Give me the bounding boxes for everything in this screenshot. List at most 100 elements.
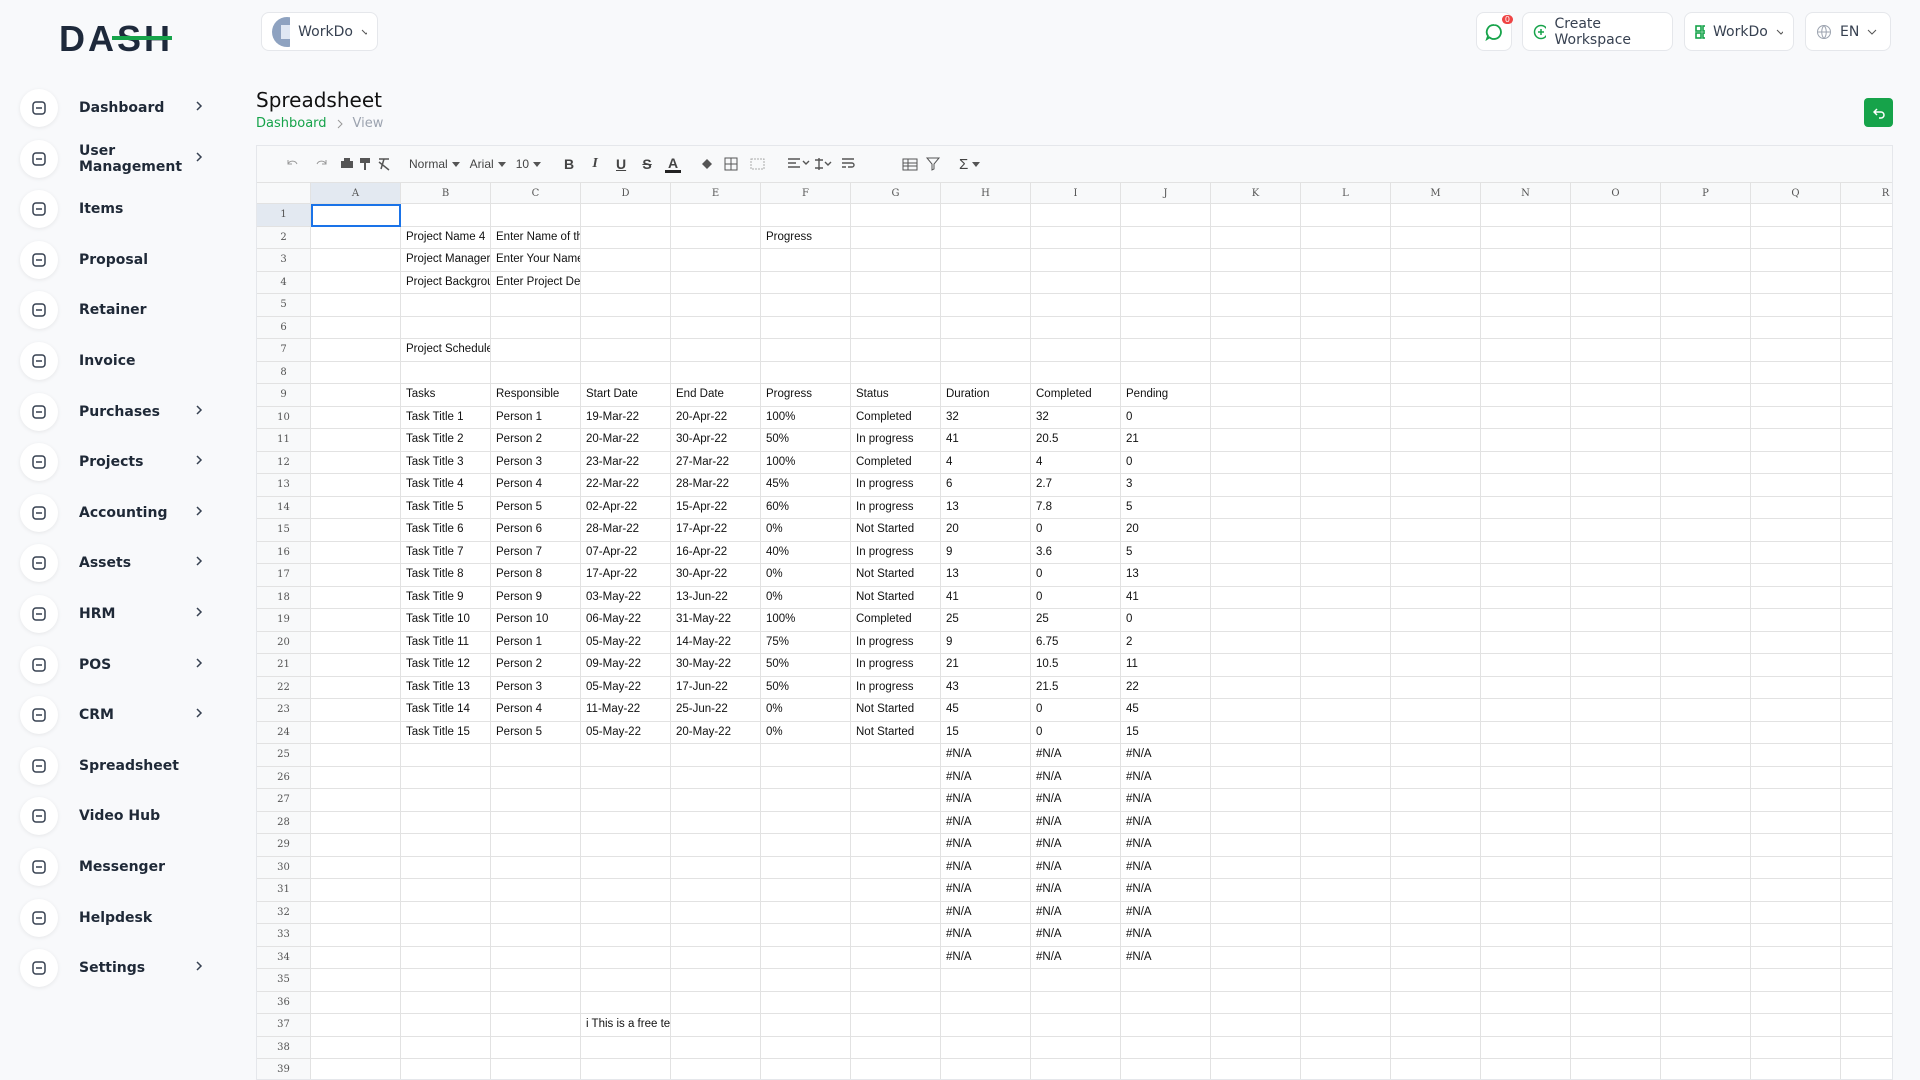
row-header[interactable]: 2 — [257, 226, 311, 249]
cell[interactable] — [1661, 294, 1751, 317]
cell[interactable] — [1571, 271, 1661, 294]
cell[interactable] — [851, 834, 941, 857]
cell[interactable] — [1481, 946, 1571, 969]
cell[interactable] — [851, 1036, 941, 1059]
cell[interactable] — [1661, 1036, 1751, 1059]
cell[interactable]: 31-May-22 — [671, 609, 761, 632]
cell[interactable]: 3.6 — [1031, 541, 1121, 564]
messages-button[interactable]: 0 — [1476, 12, 1513, 51]
cell[interactable] — [851, 901, 941, 924]
cell[interactable] — [581, 226, 671, 249]
cell[interactable] — [941, 271, 1031, 294]
cell[interactable] — [1841, 249, 1892, 272]
nav-item[interactable]: HRM — [20, 592, 220, 636]
cell[interactable]: 09-May-22 — [581, 654, 671, 677]
cell[interactable] — [1211, 676, 1301, 699]
cell[interactable] — [1481, 924, 1571, 947]
cell[interactable] — [851, 1059, 941, 1079]
cell[interactable] — [1301, 226, 1391, 249]
nav-item[interactable]: CRM — [20, 693, 220, 737]
cell[interactable] — [1031, 1036, 1121, 1059]
cell[interactable]: #N/A — [1031, 766, 1121, 789]
cell[interactable] — [1211, 361, 1301, 384]
cell[interactable] — [1661, 586, 1751, 609]
cell[interactable] — [1031, 1059, 1121, 1079]
nav-item[interactable]: Spreadsheet — [20, 744, 220, 788]
cell[interactable]: 21 — [1121, 429, 1211, 452]
cell[interactable] — [491, 1036, 581, 1059]
cell[interactable] — [1661, 271, 1751, 294]
nav-item[interactable]: Video Hub — [20, 794, 220, 838]
cell[interactable] — [1031, 226, 1121, 249]
cell[interactable] — [1841, 834, 1892, 857]
cell[interactable]: 11 — [1121, 654, 1211, 677]
cell[interactable]: 16-Apr-22 — [671, 541, 761, 564]
cell[interactable] — [1751, 361, 1841, 384]
cell[interactable] — [1751, 969, 1841, 992]
cell[interactable] — [1841, 947, 1892, 969]
cell[interactable] — [671, 946, 761, 969]
cell[interactable] — [1571, 879, 1661, 902]
cell[interactable] — [671, 879, 761, 902]
column-header[interactable]: J — [1121, 183, 1211, 204]
cell[interactable] — [1301, 654, 1391, 677]
cell[interactable] — [1841, 1014, 1892, 1037]
cell[interactable] — [581, 294, 671, 317]
cell[interactable] — [941, 204, 1031, 227]
cell[interactable]: 30-Apr-22 — [671, 429, 761, 452]
cell[interactable] — [1211, 541, 1301, 564]
cell[interactable]: #N/A — [1121, 879, 1211, 902]
cell[interactable] — [491, 834, 581, 857]
cell[interactable]: Progress — [761, 226, 851, 249]
cell[interactable]: Task Title 2 — [401, 429, 491, 452]
cell[interactable] — [1841, 992, 1892, 1014]
cell[interactable] — [1751, 924, 1841, 947]
cell[interactable] — [1481, 879, 1571, 902]
cell[interactable] — [1481, 1036, 1571, 1059]
cell[interactable] — [851, 249, 941, 272]
cell[interactable]: #N/A — [941, 811, 1031, 834]
cell[interactable]: #N/A — [941, 879, 1031, 902]
row-header[interactable]: 23 — [257, 699, 311, 722]
cell[interactable]: #N/A — [1121, 744, 1211, 767]
cell[interactable] — [491, 316, 581, 339]
cell[interactable] — [311, 879, 401, 902]
cell[interactable]: 07-Apr-22 — [581, 541, 671, 564]
cell[interactable] — [1211, 1014, 1301, 1037]
cell[interactable] — [581, 991, 671, 1014]
nav-item[interactable]: Proposal — [20, 238, 220, 282]
cell[interactable]: Duration — [941, 384, 1031, 407]
cell[interactable]: 100% — [761, 451, 851, 474]
cell[interactable] — [1841, 632, 1892, 654]
back-button[interactable] — [1864, 98, 1893, 127]
cell[interactable]: 5 — [1121, 541, 1211, 564]
row-header[interactable]: 27 — [257, 789, 311, 812]
cell[interactable] — [1031, 1014, 1121, 1037]
cell[interactable]: #N/A — [941, 901, 1031, 924]
cell[interactable] — [1391, 744, 1481, 767]
cell[interactable]: 23-Mar-22 — [581, 451, 671, 474]
cell[interactable]: 25 — [1031, 609, 1121, 632]
cell[interactable]: Task Title 3 — [401, 451, 491, 474]
cell[interactable]: Enter Your Name — [491, 249, 581, 272]
cell[interactable] — [1571, 631, 1661, 654]
nav-item[interactable]: Dashboard — [20, 86, 220, 130]
cell[interactable] — [1301, 429, 1391, 452]
row-header[interactable]: 15 — [257, 519, 311, 542]
cell[interactable] — [1481, 271, 1571, 294]
cell[interactable] — [1481, 406, 1571, 429]
cell[interactable] — [1121, 991, 1211, 1014]
cell[interactable] — [1211, 339, 1301, 362]
cell[interactable] — [671, 789, 761, 812]
cell[interactable] — [1121, 1014, 1211, 1037]
cell[interactable] — [311, 541, 401, 564]
cell[interactable] — [1211, 474, 1301, 497]
cell[interactable] — [1301, 384, 1391, 407]
cell[interactable] — [1211, 969, 1301, 992]
cell[interactable] — [1841, 339, 1892, 362]
cell[interactable] — [1211, 586, 1301, 609]
cell[interactable] — [401, 744, 491, 767]
cell[interactable] — [1301, 901, 1391, 924]
cell[interactable] — [1211, 654, 1301, 677]
column-header[interactable]: I — [1031, 183, 1121, 204]
